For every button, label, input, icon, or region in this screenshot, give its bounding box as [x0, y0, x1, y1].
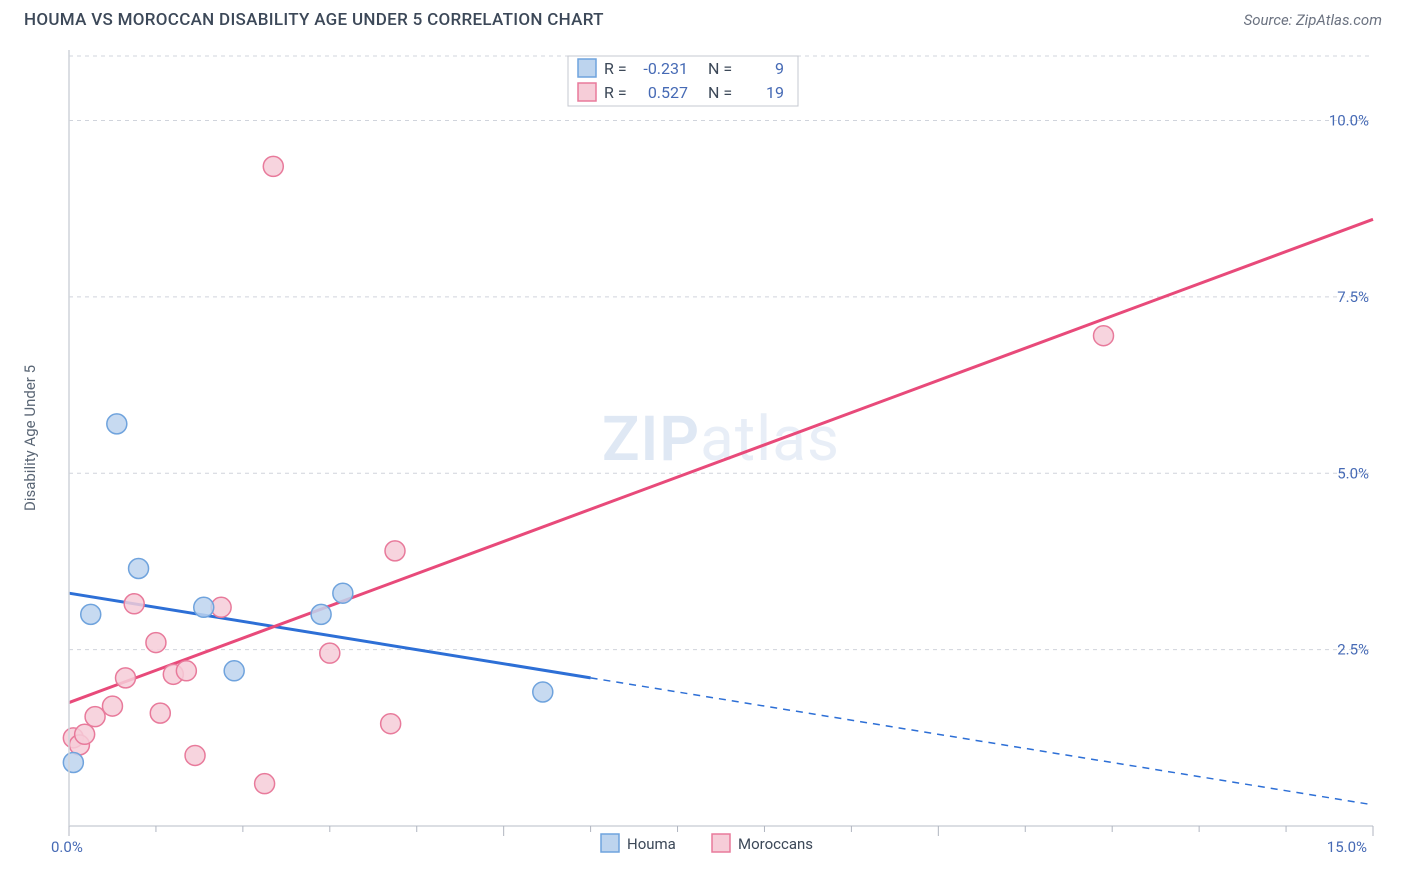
- legend-n-label: N =: [708, 83, 732, 102]
- data-point: [224, 661, 244, 681]
- legend-r-label: R =: [604, 59, 627, 78]
- data-point: [255, 774, 275, 794]
- x-tick-label: 0.0%: [51, 838, 83, 856]
- legend-swatch: [578, 59, 596, 77]
- data-point: [146, 633, 166, 653]
- y-axis-label: Disability Age Under 5: [21, 365, 39, 511]
- data-point: [381, 714, 401, 734]
- y-tick-label: 10.0%: [1329, 112, 1369, 130]
- y-tick-label: 7.5%: [1337, 288, 1369, 306]
- data-point: [150, 703, 170, 723]
- data-point: [320, 643, 340, 663]
- trend-line-houma-ext: [591, 678, 1373, 805]
- x-tick-label: 15.0%: [1327, 838, 1367, 856]
- legend-n-value: 19: [766, 83, 784, 102]
- data-point: [63, 753, 83, 773]
- data-point: [81, 604, 101, 624]
- data-point: [116, 668, 136, 688]
- legend-swatch: [712, 834, 730, 852]
- data-point: [385, 541, 405, 561]
- legend-r-value: 0.527: [648, 83, 688, 102]
- trend-line-moroccans: [69, 219, 1373, 702]
- data-point: [176, 661, 196, 681]
- legend-n-label: N =: [708, 59, 732, 78]
- data-point: [333, 583, 353, 603]
- legend-series-label: Moroccans: [738, 835, 813, 853]
- chart-title: HOUMA VS MOROCCAN DISABILITY AGE UNDER 5…: [24, 10, 604, 30]
- legend-swatch: [601, 834, 619, 852]
- legend-swatch: [578, 83, 596, 101]
- legend-r-value: -0.231: [643, 59, 688, 78]
- legend-series-label: Houma: [627, 835, 676, 853]
- data-point: [75, 724, 95, 744]
- watermark: ZIPatlas: [602, 403, 840, 476]
- data-point: [124, 594, 144, 614]
- data-point: [185, 745, 205, 765]
- y-tick-label: 5.0%: [1337, 464, 1369, 482]
- chart-source: Source: ZipAtlas.com: [1244, 11, 1382, 29]
- chart-header: HOUMA VS MOROCCAN DISABILITY AGE UNDER 5…: [0, 0, 1406, 36]
- chart-container: 2.5% 5.0% 7.5% 10.0% ZIPatlas 0.0% 15.0% Disabi…: [13, 36, 1393, 868]
- data-point: [129, 559, 149, 579]
- data-point: [311, 604, 331, 624]
- data-point: [107, 414, 127, 434]
- data-point: [194, 597, 214, 617]
- y-tick-label: 2.5%: [1337, 641, 1369, 659]
- data-point: [263, 156, 283, 176]
- correlation-scatter-chart: 2.5% 5.0% 7.5% 10.0% ZIPatlas 0.0% 15.0% Disabi…: [13, 36, 1393, 868]
- legend-r-label: R =: [604, 83, 627, 102]
- data-point: [533, 682, 553, 702]
- data-point: [1094, 326, 1114, 346]
- data-point: [85, 707, 105, 727]
- data-point: [102, 696, 122, 716]
- legend-n-value: 9: [775, 59, 784, 78]
